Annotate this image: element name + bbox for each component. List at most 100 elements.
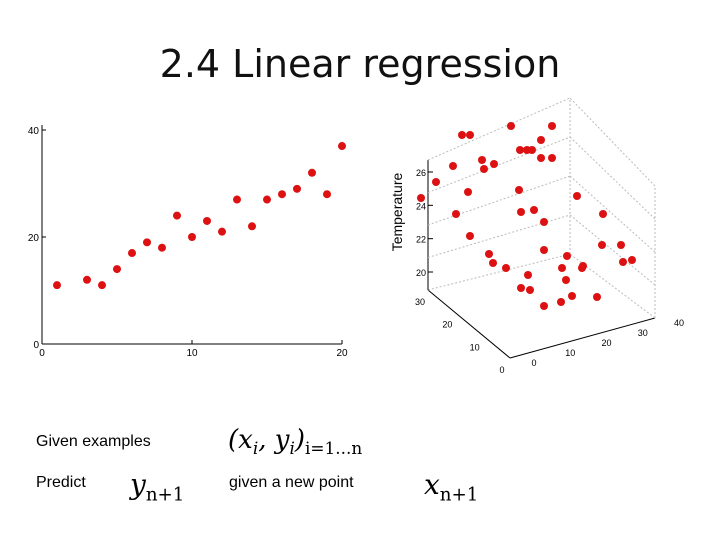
data-point-3d <box>502 264 510 272</box>
given-examples-label: Given examples <box>36 433 151 450</box>
data-point-3d <box>599 210 607 218</box>
data-point-3d <box>485 250 493 258</box>
data-point-3d <box>558 264 566 272</box>
wall-grid <box>569 214 656 286</box>
plot-2d: 0 10 20 0 20 40 <box>28 125 348 359</box>
data-point-3d <box>537 136 545 144</box>
data-point <box>113 265 121 274</box>
given-examples-formula: (xi, yi)i=1...n <box>228 425 362 458</box>
new-point-label: given a new point <box>229 474 354 491</box>
data-point-3d <box>432 178 440 186</box>
data-point-3d <box>490 160 498 168</box>
data-point <box>173 211 181 220</box>
data-point-3d <box>540 302 548 310</box>
data-point <box>293 184 301 193</box>
data-point <box>98 281 106 290</box>
wall-grid <box>427 175 571 226</box>
top-edge <box>569 97 656 187</box>
y3-tick-label: 10 <box>470 342 480 352</box>
floor-edge <box>427 289 511 359</box>
data-point <box>143 238 151 247</box>
slide-title: 2.4 Linear regression <box>159 42 561 86</box>
z-tick-label: 24 <box>416 201 426 211</box>
data-point-3d <box>540 246 548 254</box>
data-point-3d <box>557 298 565 306</box>
data-point-3d <box>563 252 571 260</box>
new-point-formula: xn+1 <box>424 468 478 505</box>
formula-close: ) <box>294 425 305 455</box>
floor-edge <box>427 253 571 291</box>
data-point-3d <box>526 286 534 294</box>
data-point-3d <box>579 262 587 270</box>
predict-formula: yn+1 <box>130 468 184 505</box>
data-point-3d <box>548 122 556 130</box>
data-point <box>308 168 316 177</box>
data-point <box>188 233 196 241</box>
y-tick-label: 40 <box>28 126 40 137</box>
data-point <box>338 142 346 151</box>
floor-edge <box>509 317 656 359</box>
data-point-3d <box>466 131 474 139</box>
data-point-3d <box>464 188 472 196</box>
data-point-3d <box>517 208 525 216</box>
data-point-3d <box>417 194 425 202</box>
y3-tick-label: 20 <box>442 320 452 330</box>
data-point-3d <box>530 206 538 214</box>
predict-sub: n+1 <box>145 484 185 506</box>
formula-range: i=1...n <box>305 437 363 458</box>
data-point-3d <box>517 284 525 292</box>
data-point-3d <box>537 154 545 162</box>
x3-tick-label: 20 <box>601 338 611 348</box>
data-point-3d <box>562 276 570 284</box>
data-point <box>158 243 166 252</box>
data-point-3d <box>516 146 524 154</box>
data-point-3d <box>598 241 606 249</box>
data-point-3d <box>593 293 601 301</box>
x3-tick-label: 30 <box>638 328 648 338</box>
data-point-3d <box>466 232 474 240</box>
predict-var: y <box>130 468 146 501</box>
data-point <box>203 216 211 225</box>
z-tick-label: 20 <box>416 268 426 278</box>
x3-tick-label: 40 <box>674 318 684 328</box>
z-tick-label: 26 <box>416 168 426 178</box>
y-tick-label: 0 <box>33 340 39 351</box>
data-point-3d <box>568 292 576 300</box>
x-tick-label: 20 <box>336 348 348 359</box>
data-point <box>323 190 331 199</box>
formula-sub-i: i <box>252 437 259 458</box>
data-point-3d <box>449 162 457 170</box>
predict-label: Predict <box>36 474 86 491</box>
wall-grid <box>569 175 656 253</box>
y3-tick-label: 30 <box>415 297 425 307</box>
data-point-3d <box>452 210 460 218</box>
data-point-3d <box>573 192 581 200</box>
point-var: x <box>424 468 440 501</box>
z-axis-label: Temperature <box>389 172 405 251</box>
data-point-3d <box>540 218 548 226</box>
data-point-3d <box>617 241 625 249</box>
data-point-3d <box>489 259 497 267</box>
x-tick-label: 10 <box>186 348 198 359</box>
data-point <box>233 195 241 204</box>
data-point <box>278 190 286 199</box>
plot-3d: 20 22 24 26 0 10 20 30 0 10 20 30 40 Temperature <box>389 97 684 375</box>
wall-grid <box>569 136 656 220</box>
x3-tick-label: 0 <box>531 358 536 368</box>
data-point-3d <box>628 256 636 264</box>
formula-open: (x <box>228 425 253 455</box>
data-point <box>263 195 271 204</box>
y-tick-label: 20 <box>28 233 40 244</box>
top-edge <box>427 97 571 161</box>
formula-sub-i2: i <box>289 437 295 458</box>
data-point-3d <box>548 154 556 162</box>
data-point <box>128 249 136 258</box>
data-point <box>218 227 226 236</box>
data-point <box>83 275 91 284</box>
data-point-3d <box>507 122 515 130</box>
z-tick-label: 22 <box>416 235 426 245</box>
y3-tick-label: 0 <box>499 365 504 375</box>
data-point-3d <box>458 131 466 139</box>
data-point-3d <box>619 258 627 266</box>
